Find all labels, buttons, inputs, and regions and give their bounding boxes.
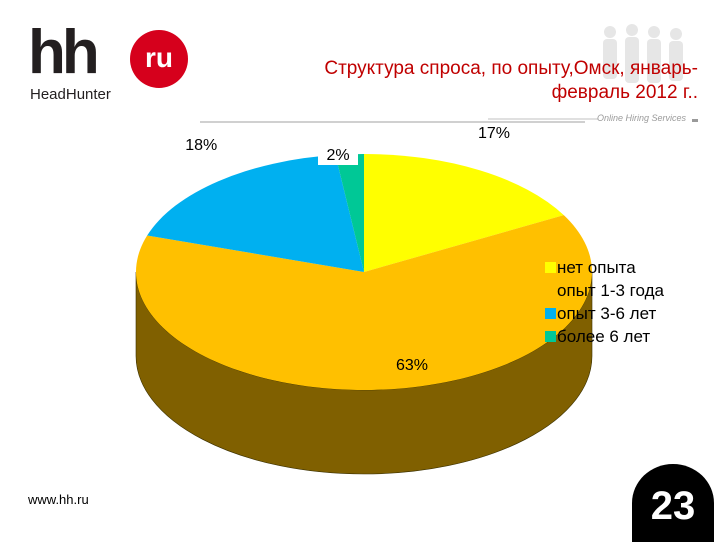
pie-slice-3 xyxy=(335,154,364,272)
header-divider-accent xyxy=(488,118,598,120)
pie-data-label: 18% xyxy=(185,137,217,154)
legend-swatch xyxy=(545,308,556,319)
legend-swatch xyxy=(545,331,556,342)
pie-label-background xyxy=(318,144,358,165)
logo-ru-badge: ru xyxy=(130,30,188,88)
logo-subtitle: HeadHunter xyxy=(30,86,111,103)
pie-data-label: 63% xyxy=(396,357,428,374)
legend-label: опыт 3-6 лет xyxy=(557,304,657,323)
tagline: Online Hiring Services xyxy=(597,113,687,123)
slide-title: Структура спроса, по опыту,Омск, январь-… xyxy=(324,58,698,103)
header-divider xyxy=(200,121,585,123)
legend-label: нет опыта xyxy=(557,258,636,277)
pie-data-label: 17% xyxy=(478,125,510,142)
legend-swatch xyxy=(545,285,556,296)
page-number: 23 xyxy=(632,464,714,542)
footer-url: www.hh.ru xyxy=(28,492,89,507)
pie-slice-0 xyxy=(364,154,564,272)
logo-hh-text: hh xyxy=(28,18,100,87)
pie-labels: 17% 63% 18% 2% xyxy=(185,125,510,374)
pie-slice-2 xyxy=(147,154,364,272)
tagline-dash xyxy=(692,119,698,122)
pie-slice-1 xyxy=(136,215,592,390)
pie-data-label: 2% xyxy=(326,147,349,164)
legend-label: более 6 лет xyxy=(557,327,651,346)
legend-label: опыт 1-3 года xyxy=(557,281,664,300)
legend-swatch xyxy=(545,262,556,273)
pie-slices xyxy=(136,154,592,390)
headhunter-logo: hh ru HeadHunter xyxy=(28,18,188,103)
people-silhouettes-icon xyxy=(603,24,683,83)
